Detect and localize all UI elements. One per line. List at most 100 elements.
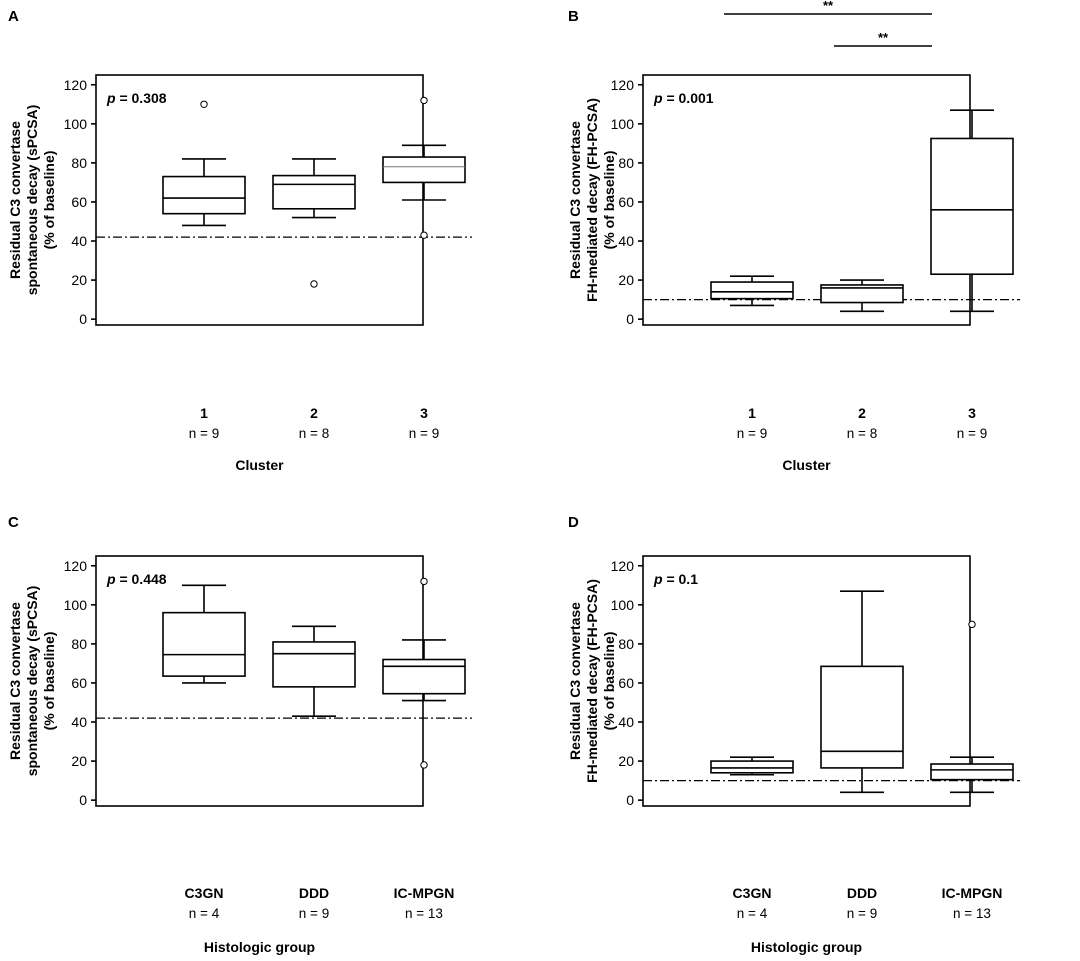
n-label: n = 13 [953,906,991,921]
p-value: p = 0.001 [653,90,714,106]
plot-frame [642,555,971,807]
y-tick-label: 0 [79,792,87,808]
n-label: n = 4 [189,906,220,921]
panel-c: C 0 20 40 60 80 100 120 Residual C3 convertasesp… [7,514,472,955]
n-label: n = 9 [737,426,767,441]
y-tick-label: 60 [618,675,634,691]
y-tick-label: 80 [618,636,634,652]
panel-b: B 0 20 40 60 80 100 120 Residual C3 convertaseFH… [567,0,1020,473]
y-tick-label: 40 [71,233,87,249]
p-value: p = 0.1 [653,571,698,587]
y-axis-label-line: spontaneous decay (sPCSA) [24,586,40,777]
iqr-box [272,174,356,210]
p-value-symbol: p [106,90,116,106]
p-value-number: = 0.001 [663,90,714,106]
x-axis-label: Histologic group [204,939,315,955]
p-value: p = 0.308 [106,90,167,106]
box-ic-mpgn [382,577,466,769]
y-axis-label-line: spontaneous decay (sPCSA) [24,105,40,296]
p-value-symbol: p [653,90,663,106]
outlier-point [420,761,428,769]
y-axis-label: Residual C3 convertaseFH-mediated decay … [567,579,617,783]
n-label: n = 4 [737,906,768,921]
y-axis-label: Residual C3 convertasespontaneous decay … [7,105,57,296]
category-label: IC-MPGN [394,885,455,901]
y-tick-label: 100 [64,116,88,132]
y-axis-label: Residual C3 convertaseFH-mediated decay … [567,98,617,302]
box-ddd [820,590,904,794]
plot-frame [642,74,971,326]
outlier-point [420,231,428,239]
box-3 [382,96,466,239]
n-label: n = 9 [847,906,877,921]
y-axis-label-line: (% of baseline) [41,151,57,250]
n-label: n = 9 [957,426,987,441]
iqr-box [162,175,246,215]
box-c3gn [162,584,246,684]
plot-frame [95,74,424,326]
y-tick-label: 40 [71,714,87,730]
x-axis-label: Cluster [782,457,831,473]
n-label: n = 9 [189,426,219,441]
y-tick-label: 100 [611,116,635,132]
y-tick-label: 20 [618,272,634,288]
y-tick-label: 100 [64,597,88,613]
iqr-box [930,763,1014,781]
p-value-number: = 0.448 [116,571,167,587]
box-ddd [272,625,356,717]
category-label: 3 [420,405,428,421]
category-label: 1 [748,405,756,421]
y-tick-label: 80 [618,155,634,171]
y-tick-label: 20 [71,272,87,288]
panel-letter: A [8,8,19,25]
iqr-box [930,137,1014,276]
y-axis-label-line: (% of baseline) [601,151,617,250]
y-axis-label-line: FH-mediated decay (FH-PCSA) [584,98,600,302]
x-axis-label: Cluster [235,457,284,473]
category-label: 2 [858,405,866,421]
y-axis-label-line: Residual C3 convertase [567,121,583,279]
iqr-box [382,156,466,184]
n-label: n = 9 [299,906,329,921]
n-label: n = 8 [299,426,329,441]
box-2 [272,158,356,288]
n-label: n = 13 [405,906,443,921]
y-tick-label: 0 [626,792,634,808]
p-value-symbol: p [106,571,116,587]
y-axis-label-line: Residual C3 convertase [7,602,23,760]
box-1 [162,100,246,227]
y-tick-label: 80 [71,155,87,171]
y-tick-label: 120 [611,77,635,93]
significance-label: ** [878,30,889,45]
category-label: DDD [847,885,877,901]
outlier-point [200,100,208,108]
box-2 [820,279,904,313]
y-tick-label: 40 [618,714,634,730]
iqr-box [710,760,794,774]
p-value-symbol: p [653,571,663,587]
box-1 [710,275,794,307]
outlier-point [420,96,428,105]
y-tick-label: 60 [618,194,634,210]
y-axis-label: Residual C3 convertasespontaneous decay … [7,586,57,777]
y-tick-label: 0 [79,311,87,327]
y-axis-label-line: (% of baseline) [601,632,617,731]
panel-letter: B [568,8,579,25]
iqr-box [820,284,904,304]
iqr-box [272,641,356,688]
panel-letter: D [568,514,579,531]
category-label: C3GN [185,885,224,901]
y-axis-label-line: FH-mediated decay (FH-PCSA) [584,579,600,783]
category-label: 1 [200,405,208,421]
n-label: n = 9 [409,426,439,441]
panel-d: D 0 20 40 60 80 100 120 Residual C3 convertaseFH… [567,514,1020,955]
outlier-point [420,577,428,586]
significance-label: ** [823,0,834,13]
y-tick-label: 20 [71,753,87,769]
iqr-box [820,665,904,769]
y-tick-label: 60 [71,675,87,691]
y-axis-label-line: Residual C3 convertase [7,121,23,279]
y-axis-label-line: (% of baseline) [41,632,57,731]
y-tick-label: 120 [64,77,88,93]
